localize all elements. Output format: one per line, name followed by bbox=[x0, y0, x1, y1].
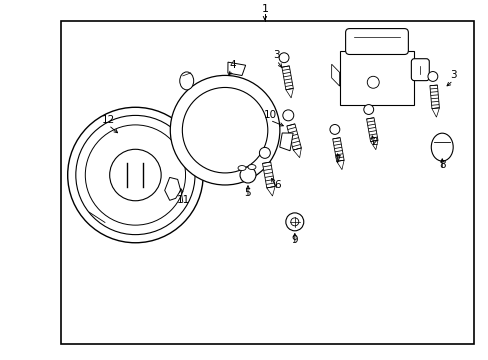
Polygon shape bbox=[336, 160, 344, 170]
Circle shape bbox=[279, 53, 288, 63]
Text: 4: 4 bbox=[229, 60, 236, 71]
FancyBboxPatch shape bbox=[339, 50, 413, 105]
Ellipse shape bbox=[247, 165, 255, 170]
Polygon shape bbox=[285, 89, 293, 98]
Circle shape bbox=[76, 116, 195, 235]
Text: 3: 3 bbox=[273, 50, 280, 60]
Polygon shape bbox=[431, 108, 439, 117]
Polygon shape bbox=[332, 138, 344, 162]
Polygon shape bbox=[331, 64, 339, 86]
Polygon shape bbox=[282, 66, 293, 90]
Circle shape bbox=[363, 105, 373, 114]
Polygon shape bbox=[164, 177, 180, 200]
Circle shape bbox=[366, 76, 379, 88]
Text: 5: 5 bbox=[244, 188, 251, 198]
Text: 12: 12 bbox=[102, 115, 115, 125]
FancyBboxPatch shape bbox=[410, 59, 428, 81]
Polygon shape bbox=[293, 148, 301, 158]
Circle shape bbox=[290, 218, 298, 226]
Polygon shape bbox=[370, 140, 377, 150]
Text: 1: 1 bbox=[261, 4, 268, 14]
Text: 9: 9 bbox=[291, 235, 298, 245]
Polygon shape bbox=[279, 133, 292, 151]
Polygon shape bbox=[262, 162, 274, 188]
Text: 3: 3 bbox=[449, 71, 456, 80]
Circle shape bbox=[259, 147, 270, 158]
FancyBboxPatch shape bbox=[345, 28, 407, 54]
Circle shape bbox=[85, 125, 185, 225]
Circle shape bbox=[282, 110, 293, 121]
Text: 6: 6 bbox=[274, 180, 281, 190]
Ellipse shape bbox=[430, 133, 452, 161]
Polygon shape bbox=[266, 186, 274, 196]
Circle shape bbox=[67, 107, 203, 243]
Text: 7: 7 bbox=[334, 155, 340, 165]
Text: 2: 2 bbox=[370, 137, 377, 147]
Circle shape bbox=[240, 167, 255, 183]
Bar bbox=[61, 21, 473, 345]
Polygon shape bbox=[429, 85, 439, 109]
Circle shape bbox=[285, 213, 303, 231]
Polygon shape bbox=[286, 124, 301, 150]
Ellipse shape bbox=[238, 166, 245, 171]
Text: 10: 10 bbox=[263, 110, 276, 120]
Ellipse shape bbox=[180, 72, 193, 90]
Circle shape bbox=[170, 75, 279, 185]
Text: 11: 11 bbox=[176, 195, 189, 205]
Polygon shape bbox=[366, 118, 377, 141]
Text: 8: 8 bbox=[438, 160, 445, 170]
Circle shape bbox=[329, 125, 339, 134]
Circle shape bbox=[427, 72, 437, 81]
Circle shape bbox=[182, 87, 267, 173]
Polygon shape bbox=[227, 62, 245, 76]
Circle shape bbox=[109, 149, 161, 201]
